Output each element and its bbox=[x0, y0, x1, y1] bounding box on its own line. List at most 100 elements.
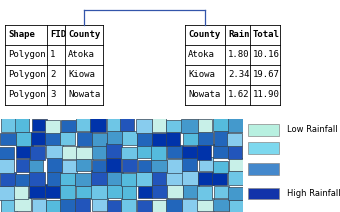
Bar bbox=[137, 144, 153, 158]
Bar bbox=[29, 185, 45, 198]
Bar bbox=[46, 200, 61, 212]
Bar bbox=[198, 119, 212, 132]
Bar bbox=[228, 187, 242, 199]
Text: 10.16: 10.16 bbox=[253, 50, 280, 60]
Text: Kiowa: Kiowa bbox=[68, 70, 95, 80]
Bar bbox=[152, 133, 167, 146]
Bar bbox=[16, 132, 31, 146]
Bar bbox=[199, 157, 212, 171]
Bar bbox=[31, 132, 47, 145]
Text: Low Rainfall: Low Rainfall bbox=[287, 125, 337, 134]
Bar bbox=[228, 118, 243, 132]
Text: Atoka: Atoka bbox=[68, 50, 95, 60]
Bar bbox=[198, 173, 214, 185]
Text: Kiowa: Kiowa bbox=[188, 70, 215, 80]
Bar bbox=[228, 171, 243, 185]
Text: County: County bbox=[68, 31, 100, 39]
Text: County: County bbox=[188, 31, 220, 39]
Text: Nowata: Nowata bbox=[68, 91, 100, 99]
Bar bbox=[167, 132, 180, 146]
Bar bbox=[61, 120, 76, 132]
Bar bbox=[61, 199, 74, 212]
Bar bbox=[122, 185, 136, 198]
Bar bbox=[29, 172, 45, 186]
Bar bbox=[248, 142, 279, 154]
Bar bbox=[75, 173, 91, 186]
Text: Polygon: Polygon bbox=[8, 50, 46, 60]
Bar bbox=[107, 118, 122, 131]
Bar bbox=[166, 120, 182, 132]
Bar bbox=[181, 119, 198, 133]
Text: 2.34: 2.34 bbox=[228, 70, 250, 80]
Bar bbox=[16, 159, 30, 172]
Bar bbox=[151, 145, 166, 160]
Bar bbox=[138, 186, 152, 198]
Bar bbox=[152, 117, 166, 132]
Bar bbox=[121, 147, 137, 159]
Bar bbox=[212, 172, 227, 185]
Bar bbox=[183, 186, 199, 198]
Bar bbox=[136, 172, 152, 186]
Bar bbox=[182, 146, 198, 158]
Text: 19.67: 19.67 bbox=[253, 70, 280, 80]
Bar bbox=[229, 158, 243, 171]
Bar bbox=[45, 184, 60, 198]
Bar bbox=[46, 144, 63, 158]
Text: 1.80: 1.80 bbox=[228, 50, 250, 60]
Bar bbox=[167, 145, 183, 158]
Bar bbox=[91, 185, 107, 199]
Bar bbox=[106, 183, 122, 198]
Text: Rain: Rain bbox=[228, 31, 250, 39]
Text: 3: 3 bbox=[50, 91, 55, 99]
Bar bbox=[0, 146, 14, 159]
Bar bbox=[122, 159, 137, 172]
Bar bbox=[167, 159, 184, 173]
Bar bbox=[183, 132, 200, 145]
Bar bbox=[60, 132, 75, 145]
Bar bbox=[14, 186, 29, 199]
Bar bbox=[107, 131, 122, 144]
Bar bbox=[248, 188, 279, 199]
Text: FID: FID bbox=[50, 31, 66, 39]
Text: 1: 1 bbox=[50, 50, 55, 60]
Bar bbox=[16, 144, 33, 158]
Bar bbox=[15, 118, 29, 132]
Bar bbox=[91, 133, 107, 146]
Bar bbox=[248, 163, 279, 175]
Text: Total: Total bbox=[253, 31, 280, 39]
Bar bbox=[0, 172, 16, 186]
Text: Atoka: Atoka bbox=[188, 50, 215, 60]
Bar bbox=[107, 172, 122, 185]
Bar bbox=[76, 132, 92, 146]
Text: 11.90: 11.90 bbox=[253, 91, 280, 99]
Text: 2: 2 bbox=[50, 70, 55, 80]
Bar bbox=[92, 160, 106, 172]
Bar bbox=[213, 161, 228, 173]
Bar bbox=[32, 199, 46, 212]
Bar bbox=[76, 159, 91, 171]
Bar bbox=[197, 145, 211, 159]
Bar bbox=[14, 197, 31, 211]
Bar bbox=[45, 132, 60, 145]
Text: Nowata: Nowata bbox=[188, 91, 220, 99]
Bar bbox=[228, 146, 242, 159]
Bar bbox=[121, 199, 136, 212]
Bar bbox=[15, 174, 32, 186]
Bar bbox=[32, 119, 47, 131]
Bar bbox=[60, 173, 75, 185]
Bar bbox=[91, 170, 107, 184]
Bar bbox=[182, 171, 198, 185]
Bar bbox=[47, 172, 62, 186]
Bar bbox=[90, 119, 106, 132]
Text: High Rainfall: High Rainfall bbox=[287, 189, 340, 198]
Text: Polygon: Polygon bbox=[8, 91, 46, 99]
Bar bbox=[214, 131, 228, 146]
Bar bbox=[137, 199, 152, 212]
Bar bbox=[166, 172, 183, 185]
Text: Shape: Shape bbox=[8, 31, 35, 39]
Bar bbox=[1, 118, 17, 132]
Bar bbox=[152, 200, 169, 212]
Bar bbox=[106, 200, 121, 212]
Bar bbox=[62, 146, 79, 159]
Bar bbox=[199, 132, 214, 145]
